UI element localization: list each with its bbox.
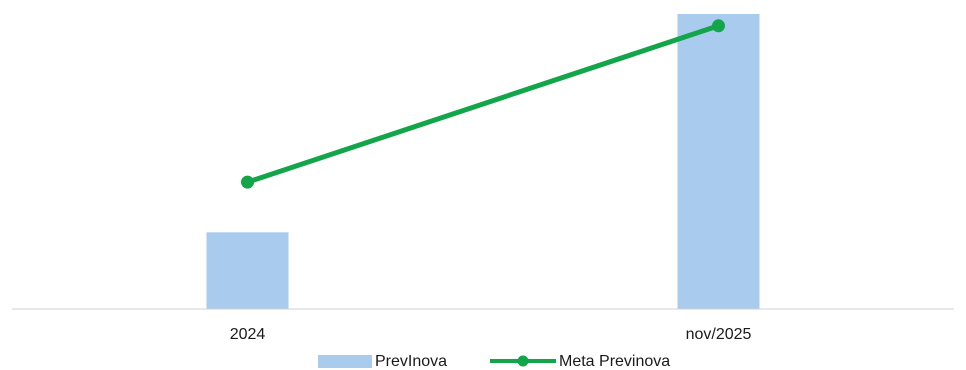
x-tick-label: 2024 [230, 326, 266, 343]
line-series-group [241, 19, 725, 189]
bar-series-group [206, 14, 760, 309]
line-path [245, 23, 721, 185]
x-tick-labels: 2024 nov/2025 [230, 326, 752, 343]
line-point-0 [241, 175, 254, 189]
legend: PrevInova Meta Previnova [318, 353, 670, 370]
bar-1 [677, 14, 760, 309]
legend-label-bar: PrevInova [375, 353, 447, 370]
x-tick-label: nov/2025 [686, 326, 752, 343]
legend-swatch-bar [318, 355, 372, 368]
legend-label-line: Meta Previnova [559, 353, 670, 370]
bar-0 [206, 232, 289, 309]
legend-swatch-marker [517, 355, 529, 367]
line-point-1 [712, 19, 725, 33]
